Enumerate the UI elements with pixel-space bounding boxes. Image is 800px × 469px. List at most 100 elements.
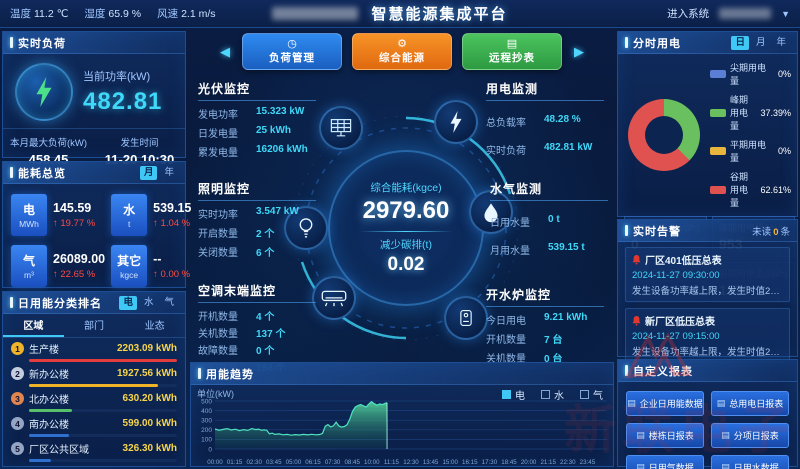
nav-button-远程抄表[interactable]: ▤ 远程抄表 bbox=[462, 33, 562, 70]
report-button-日用气数据[interactable]: ▤ 日用气数据 bbox=[626, 455, 704, 469]
tou-legend-item[interactable]: 尖期用电量 0% bbox=[710, 61, 791, 87]
toggle-year[interactable]: 年 bbox=[164, 166, 174, 178]
header-right: 进入系统 ▼ bbox=[667, 6, 790, 21]
legend-water[interactable]: 水 bbox=[541, 387, 564, 402]
electricity-monitor: 用电监测 总负载率 48.28 % 实时负荷 482.81 kW bbox=[486, 80, 610, 170]
energy-value: 26089.00 bbox=[53, 252, 106, 266]
day-month-year-toggle: 日 月 年 bbox=[731, 35, 790, 50]
title-accent bbox=[10, 167, 13, 178]
checkbox-unchecked[interactable] bbox=[580, 390, 589, 399]
prev-arrow-icon[interactable]: ◀ bbox=[220, 43, 230, 59]
report-doc-icon: ▤ bbox=[627, 398, 636, 408]
monitor-row: 关闭数量 6 个 bbox=[198, 248, 275, 259]
report-doc-icon: ▤ bbox=[636, 462, 645, 469]
lightning-circle-icon bbox=[15, 63, 73, 121]
ranking-row[interactable]: 1 生产楼 2203.09 kWh bbox=[3, 338, 185, 363]
report-button-总用电日报表[interactable]: ▤ 总用电日报表 bbox=[711, 391, 789, 416]
panel-title: 能耗总览 bbox=[18, 167, 66, 180]
wind-readout: 风速 2.1 m/s bbox=[157, 8, 216, 20]
title-accent bbox=[10, 37, 13, 48]
report-button-楼栋日报表[interactable]: ▤ 楼栋日报表 bbox=[626, 423, 704, 448]
alarm-item[interactable]: 厂区401低压总表 2024-11-27 09:30:00 发生设备功率越上限，… bbox=[625, 247, 790, 302]
report-button-日用水数据[interactable]: ▤ 日用水数据 bbox=[711, 455, 789, 469]
ranking-row[interactable]: 2 新办公楼 1927.56 kWh bbox=[3, 363, 185, 388]
energy-delta: ↑ 19.77 % bbox=[53, 218, 96, 229]
alarm-item[interactable]: 新厂区低压总表 2024-11-27 09:15:00 发生设备功率越上限，发生… bbox=[625, 308, 790, 363]
divider bbox=[360, 231, 452, 232]
ranking-name: 新办公楼 bbox=[29, 370, 69, 381]
column-department[interactable]: 部门 bbox=[84, 321, 104, 332]
tou-legend-item[interactable]: 谷期用电量 62.61% bbox=[710, 170, 791, 209]
svg-text:18:45: 18:45 bbox=[501, 459, 517, 466]
tou-legend-item[interactable]: 平期用电量 0% bbox=[710, 138, 791, 164]
total-energy-label: 综合能耗(kgce) bbox=[370, 182, 442, 194]
lightning-icon bbox=[434, 100, 478, 144]
svg-text:12:30: 12:30 bbox=[403, 459, 419, 466]
energy-delta: ↑ 1.04 % bbox=[153, 218, 191, 229]
ranking-row[interactable]: 3 北办公楼 630.20 kWh bbox=[3, 388, 185, 413]
toggle-month[interactable]: 月 bbox=[755, 36, 766, 48]
checkbox-unchecked[interactable] bbox=[541, 390, 550, 399]
tou-legend: 尖期用电量 0% 峰期用电量 37.39% 平期用电量 0% 谷期用电量 62.61% bbox=[710, 61, 791, 209]
solar-panel-icon bbox=[319, 106, 363, 150]
svg-text:22:30: 22:30 bbox=[560, 459, 576, 466]
legend-swatch bbox=[710, 147, 726, 155]
monitor-area: 综合能耗(kgce) 2979.60 减少碳排(t) 0.02 光伏监控 bbox=[190, 74, 614, 374]
panel-energy-trend: 用能趋势 单位(kW) 电 水 气 0 100 200 300 400 500 00:00 0… bbox=[190, 362, 614, 467]
alarm-time: 2024-11-27 09:15:00 bbox=[632, 331, 720, 342]
tab-electric[interactable]: 电 bbox=[119, 295, 137, 310]
svg-text:01:15: 01:15 bbox=[227, 459, 243, 466]
nav-button-综合能源[interactable]: ⚙ 综合能源 bbox=[352, 33, 452, 70]
column-business[interactable]: 业态 bbox=[144, 321, 165, 332]
ranking-value: 1927.56 kWh bbox=[116, 368, 177, 379]
svg-text:02:30: 02:30 bbox=[246, 459, 262, 466]
pv-monitor: 光伏监控 发电功率 15.323 kW 日发电量 25 kWh 累发电量 162… bbox=[198, 80, 330, 163]
energy-delta: ↑ 22.65 % bbox=[53, 269, 96, 280]
humidity-readout: 湿度 65.9 % bbox=[84, 8, 142, 20]
current-power-value: 482.81 bbox=[83, 88, 163, 115]
tab-water[interactable]: 水 bbox=[143, 296, 154, 308]
svg-text:00:00: 00:00 bbox=[207, 459, 223, 466]
panel-header: 自定义报表 bbox=[618, 360, 797, 382]
top-header: 温度 11.2 ℃ 湿度 65.9 % 风速 2.1 m/s 智慧能源集成平台 进入系… bbox=[0, 0, 800, 28]
toggle-day[interactable]: 日 bbox=[731, 35, 749, 50]
panel-realtime-alarms: 实时告警 未读 0 条 厂区401低压总表 2024-11-27 09:30:00 … bbox=[617, 219, 798, 363]
ranking-row[interactable]: 5 厂区公共区域 326.30 kWh bbox=[3, 438, 185, 463]
nav-button-负荷管理[interactable]: ◷ 负荷管理 bbox=[242, 33, 342, 70]
svg-text:17:30: 17:30 bbox=[482, 459, 498, 466]
total-energy-value: 2979.60 bbox=[362, 197, 450, 224]
alarm-name: 厂区401低压总表 bbox=[645, 256, 722, 267]
next-arrow-icon[interactable]: ▶ bbox=[574, 43, 584, 59]
ranking-row[interactable]: 4 南办公楼 599.00 kWh bbox=[3, 413, 185, 438]
energy-value: 145.59 bbox=[53, 201, 92, 215]
rank-medal-icon: 3 bbox=[11, 392, 24, 405]
monitor-row: 实时功率 3.547 kW bbox=[198, 206, 299, 221]
rank-medal-icon: 1 bbox=[11, 342, 24, 355]
ranking-value: 2203.09 kWh bbox=[116, 343, 177, 354]
tab-gas[interactable]: 气 bbox=[164, 296, 174, 308]
legend-gas[interactable]: 气 bbox=[580, 387, 603, 402]
svg-text:400: 400 bbox=[201, 408, 212, 415]
title-accent bbox=[625, 365, 628, 376]
column-region[interactable]: 区域 bbox=[3, 314, 64, 337]
current-power: 当前功率(kW) 482.81 bbox=[83, 68, 162, 116]
monitor-row: 关机数量 137 个 bbox=[198, 329, 286, 340]
nav-buttons: ◷ 负荷管理 ⚙ 综合能源 ▤ 远程抄表 bbox=[242, 33, 562, 70]
enter-system-link[interactable]: 进入系统 bbox=[667, 8, 710, 20]
panel-header: 用能趋势 bbox=[191, 363, 613, 385]
boiler-icon bbox=[444, 296, 488, 340]
toggle-month[interactable]: 月 bbox=[139, 165, 158, 180]
legend-electric[interactable]: 电 bbox=[502, 387, 525, 402]
panel-title: 用能趋势 bbox=[206, 368, 254, 381]
chevron-down-icon[interactable]: ▼ bbox=[781, 8, 790, 19]
toggle-year[interactable]: 年 bbox=[776, 36, 786, 48]
tou-legend-item[interactable]: 峰期用电量 37.39% bbox=[710, 93, 791, 132]
bulb-icon bbox=[284, 206, 328, 250]
report-button-分项日报表[interactable]: ▤ 分项日报表 bbox=[711, 423, 789, 448]
energy-value: 539.15 bbox=[153, 201, 192, 215]
report-button-企业日用能数据[interactable]: ▤ 企业日用能数据 bbox=[626, 391, 704, 416]
checkbox-checked[interactable] bbox=[502, 390, 511, 399]
gear-icon: ⚙ bbox=[397, 38, 407, 50]
lighting-monitor-title: 照明监控 bbox=[198, 180, 316, 201]
svg-text:15:00: 15:00 bbox=[442, 459, 458, 466]
